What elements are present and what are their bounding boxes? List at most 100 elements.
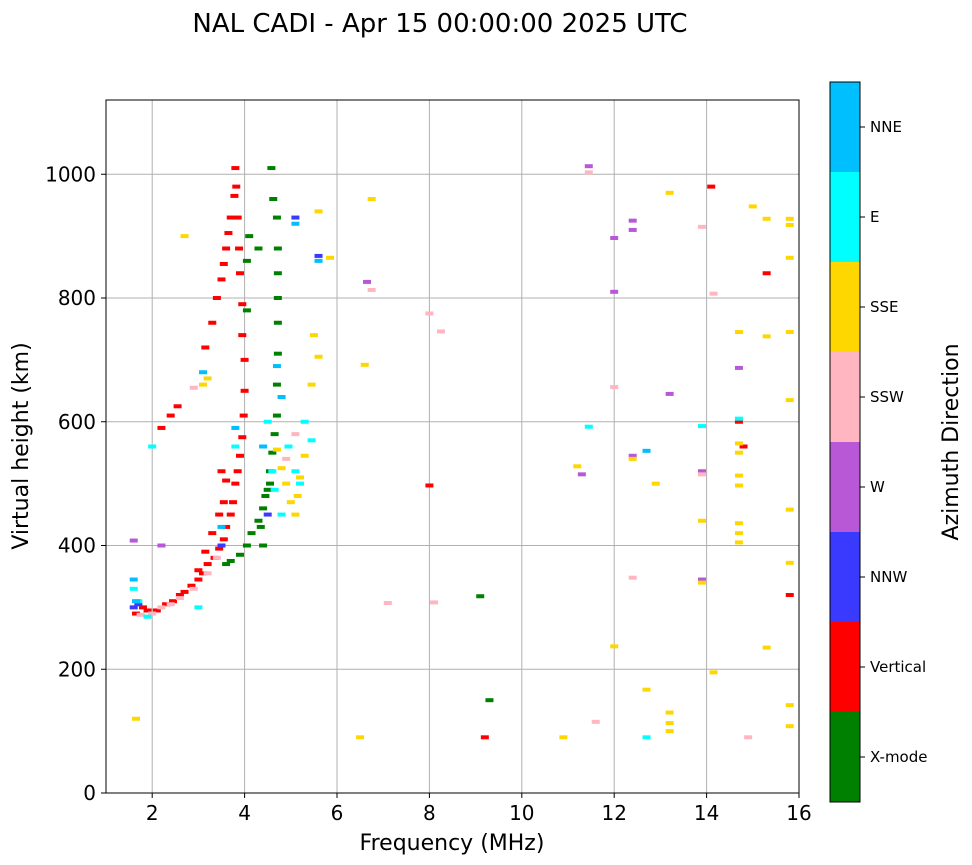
data-points — [129, 164, 794, 740]
data-point-nnw — [129, 605, 138, 610]
colorbar-tick-label: Vertical — [870, 658, 926, 676]
data-point-e — [642, 735, 651, 740]
data-point-x-mode — [222, 562, 231, 567]
data-point-ssw — [136, 612, 145, 617]
data-point-nnw — [134, 602, 143, 607]
colorbar-swatch — [830, 532, 860, 622]
data-point-ssw — [175, 596, 184, 601]
data-point-nnw — [291, 215, 300, 220]
data-point-sse — [785, 255, 794, 260]
data-point-w — [697, 577, 706, 582]
data-point-e — [270, 487, 279, 492]
data-point-sse — [762, 645, 771, 650]
data-point-nne — [217, 524, 226, 529]
data-point-w — [157, 543, 166, 548]
data-point-sse — [785, 703, 794, 708]
data-point-ssw — [584, 170, 593, 175]
y-tick-label: 800 — [58, 286, 96, 310]
x-tick-label: 4 — [238, 801, 251, 825]
data-point-ssw — [203, 571, 212, 576]
y-tick-label: 200 — [58, 657, 96, 681]
data-point-e — [143, 614, 152, 619]
data-point-x-mode — [272, 382, 281, 387]
data-point-x-mode — [273, 271, 282, 276]
data-point-vertical — [215, 512, 224, 517]
data-point-sse — [697, 580, 706, 585]
colorbar-frame — [829, 81, 861, 803]
data-point-sse — [610, 644, 619, 649]
data-point-ssw — [591, 719, 600, 724]
data-point-vertical — [199, 571, 208, 576]
colorbar-swatch — [830, 82, 860, 172]
data-point-vertical — [233, 469, 242, 474]
data-point-sse — [367, 197, 376, 201]
data-point-sse — [651, 481, 660, 486]
data-point-ssw — [628, 575, 637, 580]
data-point-e — [284, 444, 293, 449]
data-point-x-mode — [254, 246, 263, 251]
data-point-vertical — [235, 453, 244, 458]
data-point-sse — [734, 483, 743, 488]
colorbar-swatch — [830, 622, 860, 712]
data-point-x-mode — [272, 413, 281, 418]
data-point-sse — [300, 453, 309, 458]
colorbar-tick-label: NNE — [870, 118, 902, 136]
data-point-ssw — [425, 311, 434, 316]
chart-title: NAL CADI - Apr 15 00:00:00 2025 UTC — [192, 9, 687, 39]
colorbar-swatch — [830, 172, 860, 262]
data-point-nnw — [263, 512, 272, 517]
data-point-sse — [272, 447, 281, 452]
data-point-ssw — [709, 291, 718, 296]
data-point-sse — [293, 494, 302, 498]
data-point-vertical — [240, 388, 249, 393]
x-tick-label: 12 — [601, 801, 626, 825]
data-point-ssw — [189, 586, 198, 591]
data-point-nnw — [314, 253, 323, 258]
data-point-vertical — [235, 271, 244, 276]
data-point-vertical — [222, 524, 231, 529]
data-point-sse — [748, 204, 757, 209]
y-tick-label: 1000 — [45, 162, 96, 186]
data-point-vertical — [762, 271, 771, 276]
data-point-vertical — [480, 735, 489, 740]
data-point-sse — [309, 333, 318, 338]
data-point-sse — [785, 507, 794, 512]
data-point-x-mode — [242, 308, 251, 313]
data-point-vertical — [238, 302, 247, 307]
data-point-sse — [291, 512, 300, 517]
data-point-nne — [231, 425, 240, 430]
data-point-sse — [785, 330, 794, 335]
data-point-sse — [314, 209, 323, 214]
data-point-vertical — [180, 589, 189, 594]
data-point-sse — [734, 540, 743, 545]
data-point-vertical — [175, 593, 184, 597]
data-point-ssw — [282, 456, 291, 461]
colorbar: X-mode Vertical NNW W SSW SSE E NNE — [829, 81, 927, 803]
data-point-e — [277, 512, 286, 517]
data-point-vertical — [138, 605, 147, 610]
data-point-e — [584, 424, 593, 429]
data-point-x-mode — [256, 524, 265, 529]
data-point-x-mode — [226, 558, 235, 563]
data-point-sse — [734, 450, 743, 455]
data-point-x-mode — [270, 432, 279, 437]
colorbar-tick-label: E — [870, 208, 879, 226]
data-point-e — [734, 416, 743, 421]
data-point-vertical — [166, 413, 175, 418]
grid — [106, 100, 800, 794]
data-point-e — [296, 481, 305, 486]
data-point-x-mode — [242, 258, 251, 263]
data-point-vertical — [219, 261, 228, 266]
colorbar-tick-label: X-mode — [870, 748, 927, 766]
data-point-ssw — [436, 329, 445, 334]
data-point-e — [300, 419, 309, 424]
data-point-vertical — [238, 333, 247, 338]
data-point-sse — [132, 716, 141, 721]
data-point-ssw — [383, 601, 392, 606]
data-point-sse — [665, 721, 674, 726]
data-point-ssw — [291, 432, 300, 437]
data-point-vertical — [425, 483, 434, 488]
data-point-w — [363, 279, 372, 284]
data-point-vertical — [173, 404, 182, 409]
